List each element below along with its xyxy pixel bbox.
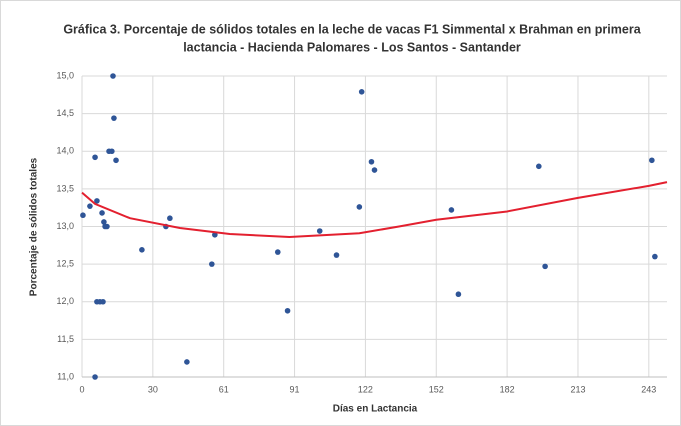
- y-tick-label: 13,5: [56, 183, 74, 193]
- chart-title: Gráfica 3. Porcentaje de sólidos totales…: [63, 22, 641, 36]
- data-point: [358, 89, 365, 95]
- data-point: [99, 210, 105, 216]
- data-point: [94, 198, 100, 204]
- data-point: [139, 247, 145, 253]
- data-point: [111, 115, 117, 121]
- y-tick-label: 12,0: [56, 296, 74, 306]
- data-point: [368, 158, 375, 165]
- data-point: [80, 212, 86, 219]
- y-tick-label: 14,0: [56, 146, 74, 156]
- y-axis-title: Porcentaje de sólidos totales: [29, 157, 40, 296]
- data-point: [87, 203, 93, 209]
- data-point: [209, 261, 215, 267]
- data-point: [652, 253, 658, 260]
- x-axis-title: Días en Lactancia: [333, 404, 418, 415]
- x-tick-label: 182: [500, 384, 515, 394]
- y-tick-label: 14,5: [56, 108, 74, 118]
- data-point: [356, 204, 363, 210]
- x-tick-label: 152: [429, 384, 444, 394]
- x-tick-label: 91: [290, 384, 300, 394]
- data-point: [455, 291, 462, 298]
- data-point: [448, 207, 455, 213]
- trendline: [81, 181, 668, 239]
- data-point: [184, 359, 190, 365]
- x-tick-label: 122: [358, 384, 373, 394]
- data-point: [92, 154, 98, 161]
- data-point: [100, 298, 106, 305]
- data-point: [110, 73, 116, 79]
- data-point: [333, 252, 340, 258]
- data-point: [167, 215, 173, 222]
- data-point: [101, 219, 107, 225]
- data-point: [92, 374, 98, 380]
- x-tick-label: 61: [219, 384, 229, 394]
- y-tick-label: 13,0: [56, 221, 74, 231]
- data-point: [316, 228, 323, 234]
- data-point: [542, 263, 548, 270]
- x-tick-label: 0: [79, 384, 84, 394]
- x-tick-label: 30: [148, 384, 158, 394]
- x-tick-label: 243: [641, 384, 656, 394]
- data-point: [274, 249, 281, 255]
- data-point: [371, 167, 378, 173]
- y-tick-label: 12,5: [56, 259, 74, 269]
- data-point: [109, 148, 115, 155]
- y-tick-label: 15,0: [56, 70, 74, 80]
- data-point: [113, 157, 119, 164]
- chart-title: lactancia - Hacienda Palomares - Los San…: [183, 40, 521, 54]
- data-point: [284, 307, 291, 314]
- data-point: [649, 157, 655, 164]
- y-tick-label: 11,0: [57, 371, 74, 381]
- x-tick-label: 213: [570, 384, 585, 394]
- data-point: [536, 163, 542, 170]
- y-tick-label: 11,5: [57, 334, 74, 344]
- data-point: [104, 223, 110, 230]
